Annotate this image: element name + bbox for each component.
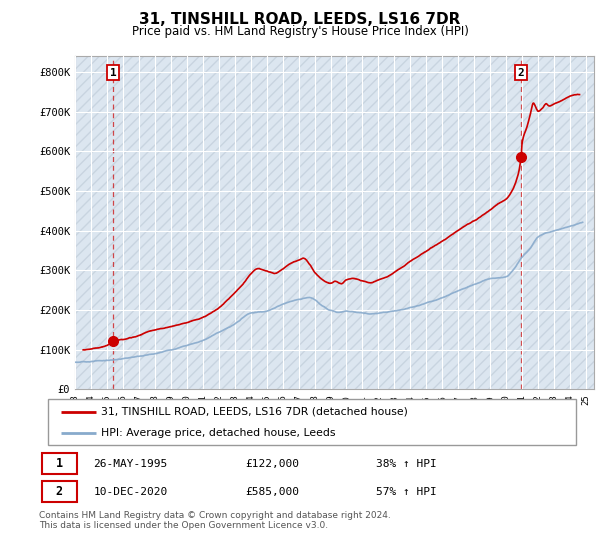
Text: 2: 2	[56, 485, 62, 498]
Text: 10-DEC-2020: 10-DEC-2020	[94, 487, 167, 497]
FancyBboxPatch shape	[42, 454, 77, 474]
Text: 57% ↑ HPI: 57% ↑ HPI	[376, 487, 436, 497]
Text: £122,000: £122,000	[245, 459, 299, 469]
Text: 2: 2	[518, 68, 524, 78]
Text: HPI: Average price, detached house, Leeds: HPI: Average price, detached house, Leed…	[101, 428, 335, 438]
Text: 26-MAY-1995: 26-MAY-1995	[94, 459, 167, 469]
Text: 38% ↑ HPI: 38% ↑ HPI	[376, 459, 436, 469]
Text: 31, TINSHILL ROAD, LEEDS, LS16 7DR (detached house): 31, TINSHILL ROAD, LEEDS, LS16 7DR (deta…	[101, 407, 407, 417]
FancyBboxPatch shape	[42, 482, 77, 502]
Text: 31, TINSHILL ROAD, LEEDS, LS16 7DR: 31, TINSHILL ROAD, LEEDS, LS16 7DR	[139, 12, 461, 27]
Text: Contains HM Land Registry data © Crown copyright and database right 2024.
This d: Contains HM Land Registry data © Crown c…	[39, 511, 391, 530]
Text: Price paid vs. HM Land Registry's House Price Index (HPI): Price paid vs. HM Land Registry's House …	[131, 25, 469, 38]
Text: 1: 1	[56, 457, 62, 470]
Text: £585,000: £585,000	[245, 487, 299, 497]
Text: 1: 1	[110, 68, 116, 78]
